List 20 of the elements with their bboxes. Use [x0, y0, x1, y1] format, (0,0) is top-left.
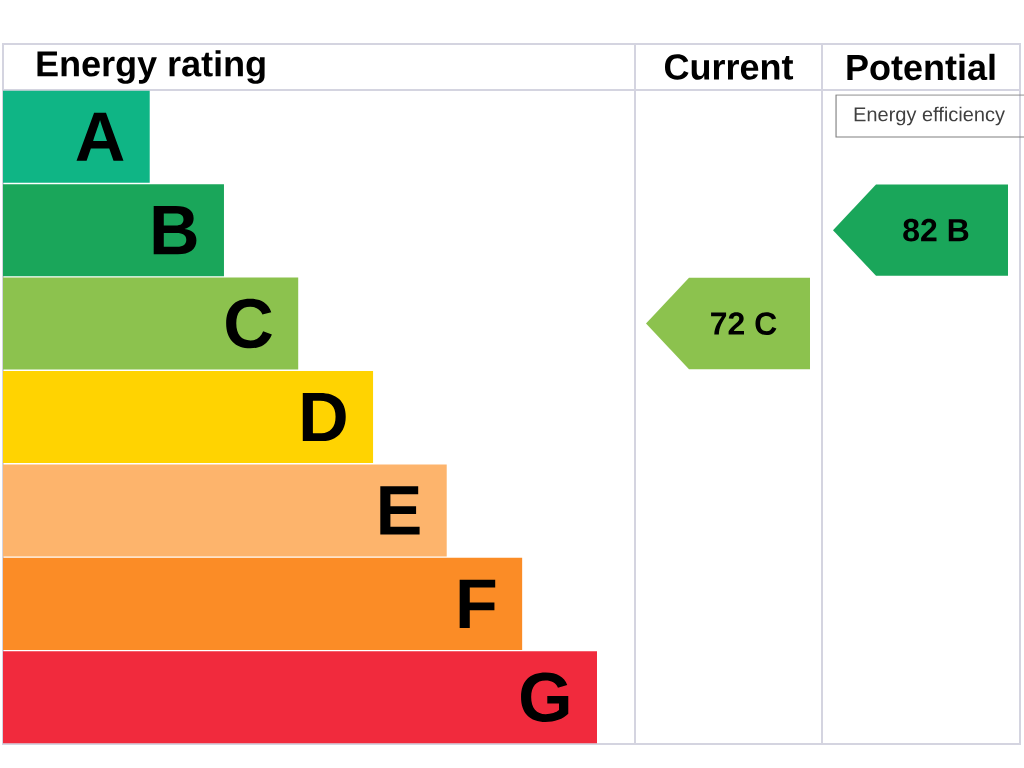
y-tick-label: F — [459, 579, 496, 628]
y-tick-label: D — [302, 392, 346, 442]
y-tick-label: A — [76, 112, 124, 161]
text: Current — [664, 54, 794, 80]
y-tick-label: B — [153, 206, 197, 255]
bar — [3, 464, 447, 557]
bar — [3, 90, 150, 183]
bar — [3, 651, 597, 744]
text: Energy efficiency — [854, 106, 1005, 126]
chart-title: Energy rating — [37, 50, 265, 84]
bar — [3, 371, 374, 464]
text: 72 C — [711, 312, 777, 335]
bar — [3, 184, 224, 277]
text: 82 B — [903, 218, 969, 242]
text: Potential — [847, 53, 995, 81]
bar — [3, 557, 523, 650]
y-tick-label: C — [226, 298, 272, 349]
y-tick-label: E — [380, 486, 420, 535]
y-tick-label: G — [521, 672, 569, 723]
bar — [3, 277, 299, 370]
